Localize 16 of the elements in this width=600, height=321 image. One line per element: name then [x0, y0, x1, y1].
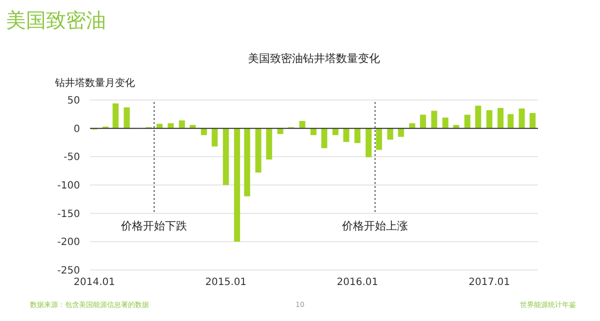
y-axis-title: 钻井塔数量月变化 [54, 77, 135, 89]
chart-title: 美国致密油 [6, 8, 106, 32]
y-tick-label: 0 [74, 124, 80, 135]
y-tick-label: -100 [57, 180, 80, 192]
y-tick-label: 50 [67, 96, 80, 106]
x-tick-label: 2015.01 [205, 277, 247, 288]
y-tick-label: -150 [57, 208, 80, 220]
x-tick-label: 2016.01 [336, 277, 378, 288]
ref-line-label: 价格开始下跌 [120, 219, 188, 232]
x-tick-label: 2017.01 [468, 277, 510, 288]
x-tick-label: 2014.01 [74, 277, 116, 288]
chart-subtitle: 美国致密油钻井塔数量变化 [248, 52, 380, 65]
y-tick-label: -50 [64, 152, 80, 164]
y-tick-label: -250 [57, 266, 80, 276]
y-tick-label: -200 [57, 237, 80, 248]
ref-line-label: 价格开始上涨 [341, 219, 408, 232]
